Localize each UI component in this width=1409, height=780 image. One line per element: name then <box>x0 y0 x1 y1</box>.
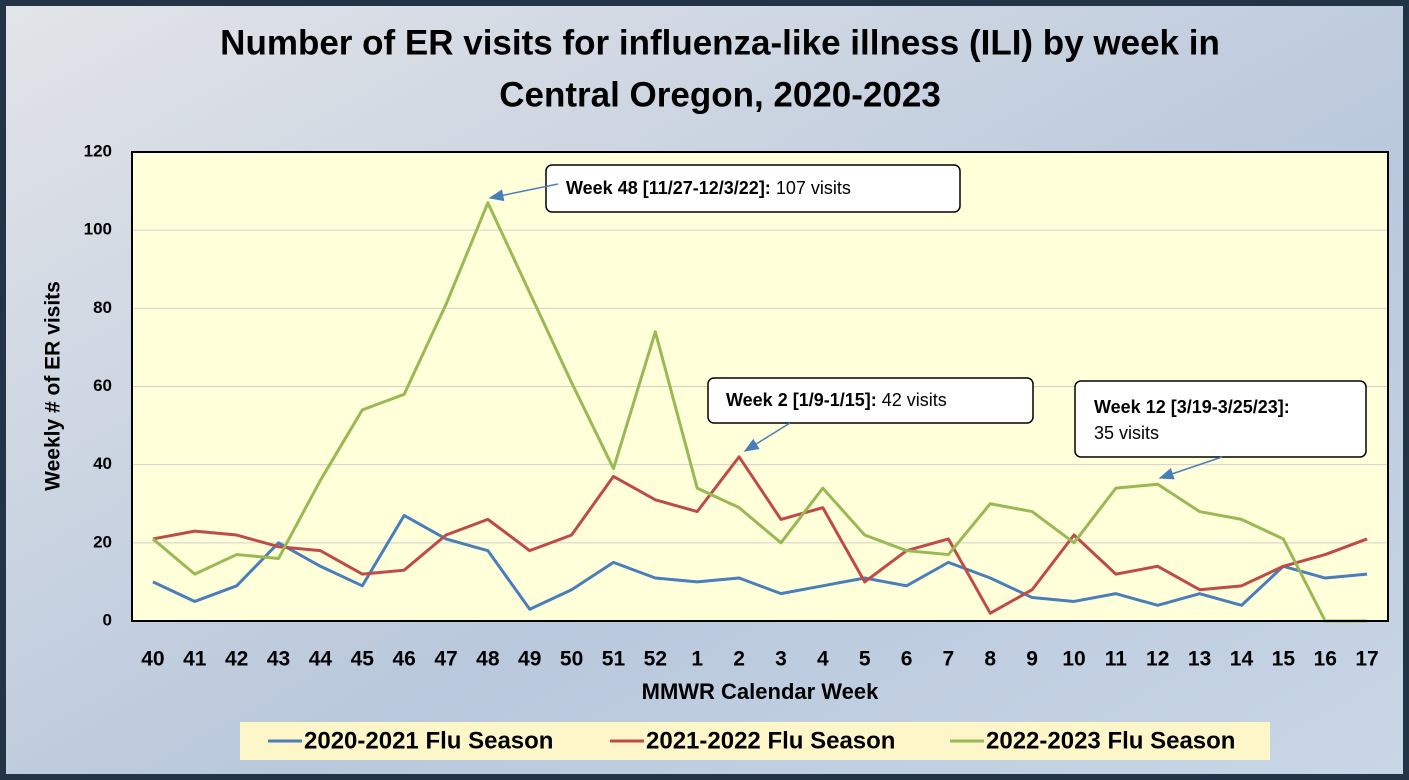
chart-title: Number of ER visits for influenza-like i… <box>220 23 1220 62</box>
annotation-bold: Week 48 [11/27-12/3/22]: <box>566 178 771 198</box>
annotation-arrow <box>743 422 791 452</box>
y-tick-label: 80 <box>93 298 112 317</box>
x-tick-label: 4 <box>817 648 829 671</box>
annotations: Week 48 [11/27-12/3/22]: 107 visits Week… <box>488 164 1367 480</box>
legend-label: 2021-2022 Flu Season <box>646 727 895 754</box>
x-axis-label: MMWR Calendar Week <box>642 679 880 704</box>
x-tick-label: 48 <box>476 648 500 671</box>
series-line <box>151 201 1368 623</box>
legend-label: 2020-2021 Flu Season <box>304 727 553 754</box>
y-tick-label: 100 <box>84 220 112 239</box>
y-tick-label: 40 <box>93 454 112 473</box>
x-tick-label: 52 <box>644 648 667 671</box>
annotation-text: 35 visits <box>1094 423 1159 443</box>
x-tick-label: 14 <box>1230 648 1254 671</box>
x-tick-label: 13 <box>1188 648 1211 671</box>
x-tick-label: 47 <box>434 648 457 671</box>
annotation-bold: Week 2 [1/9-1/15]: <box>726 390 877 410</box>
legend-label: 2022-2023 Flu Season <box>986 727 1235 754</box>
annotation-box <box>707 377 1034 424</box>
annotation-bold: Week 12 [3/19-3/25/23]: <box>1094 397 1290 417</box>
x-tick-label: 15 <box>1272 648 1296 671</box>
x-tick-label: 11 <box>1105 648 1128 671</box>
annotation-arrow <box>1158 456 1223 480</box>
annotation: Week 2 [1/9-1/15]: 42 visits <box>726 390 947 410</box>
x-tick-label: 45 <box>351 648 375 671</box>
series-line <box>152 513 1368 611</box>
annotation-box <box>545 164 961 213</box>
plot-border <box>131 151 1389 622</box>
annotation-box <box>1074 380 1367 458</box>
annotation-arrow <box>488 183 559 202</box>
x-tick-label: 9 <box>1026 648 1038 671</box>
y-tick-label: 0 <box>103 610 112 629</box>
y-tick-label: 20 <box>93 532 112 551</box>
x-tick-label: 43 <box>267 648 290 671</box>
annotation: Week 48 [11/27-12/3/22]: 107 visits <box>566 178 851 198</box>
x-tick-label: 6 <box>901 648 913 671</box>
y-tick-label: 120 <box>84 141 112 160</box>
x-tick-label: 5 <box>859 648 871 671</box>
x-tick-label: 49 <box>518 648 541 671</box>
x-tick-label: 17 <box>1355 648 1378 671</box>
x-tick-label: 2 <box>733 648 745 671</box>
x-tick-label: 44 <box>309 648 333 671</box>
x-tick-label: 7 <box>943 648 955 671</box>
annotation-text: 42 visits <box>877 390 947 410</box>
x-tick-label: 1 <box>691 648 703 671</box>
x-tick-label: 41 <box>183 648 207 671</box>
x-tick-label: 12 <box>1146 648 1169 671</box>
annotation-text: 107 visits <box>771 178 851 198</box>
legend <box>240 722 1270 760</box>
x-tick-label: 51 <box>602 648 626 671</box>
chart-title: Central Oregon, 2020-2023 <box>499 75 941 114</box>
x-tick-label: 10 <box>1062 648 1085 671</box>
y-tick-label: 60 <box>93 376 112 395</box>
x-tick-label: 46 <box>392 648 415 671</box>
x-tick-label: 42 <box>225 648 248 671</box>
x-tick-label: 8 <box>984 648 996 671</box>
y-axis-label: Weekly # of ER visits <box>42 281 65 491</box>
x-tick-label: 3 <box>775 648 787 671</box>
x-tick-label: 50 <box>560 648 583 671</box>
x-tick-label: 16 <box>1314 648 1337 671</box>
series-line <box>152 455 1368 615</box>
x-tick-label: 40 <box>141 648 164 671</box>
